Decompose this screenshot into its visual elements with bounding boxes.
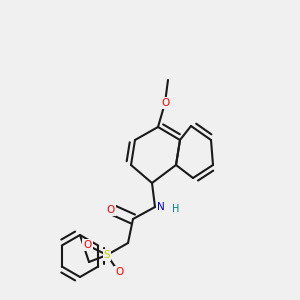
Text: O: O	[116, 267, 124, 277]
Text: H: H	[172, 204, 179, 214]
Text: N: N	[157, 202, 165, 212]
Text: O: O	[161, 98, 169, 108]
Text: O: O	[83, 240, 92, 250]
Text: O: O	[106, 205, 115, 215]
Text: S: S	[104, 250, 110, 260]
